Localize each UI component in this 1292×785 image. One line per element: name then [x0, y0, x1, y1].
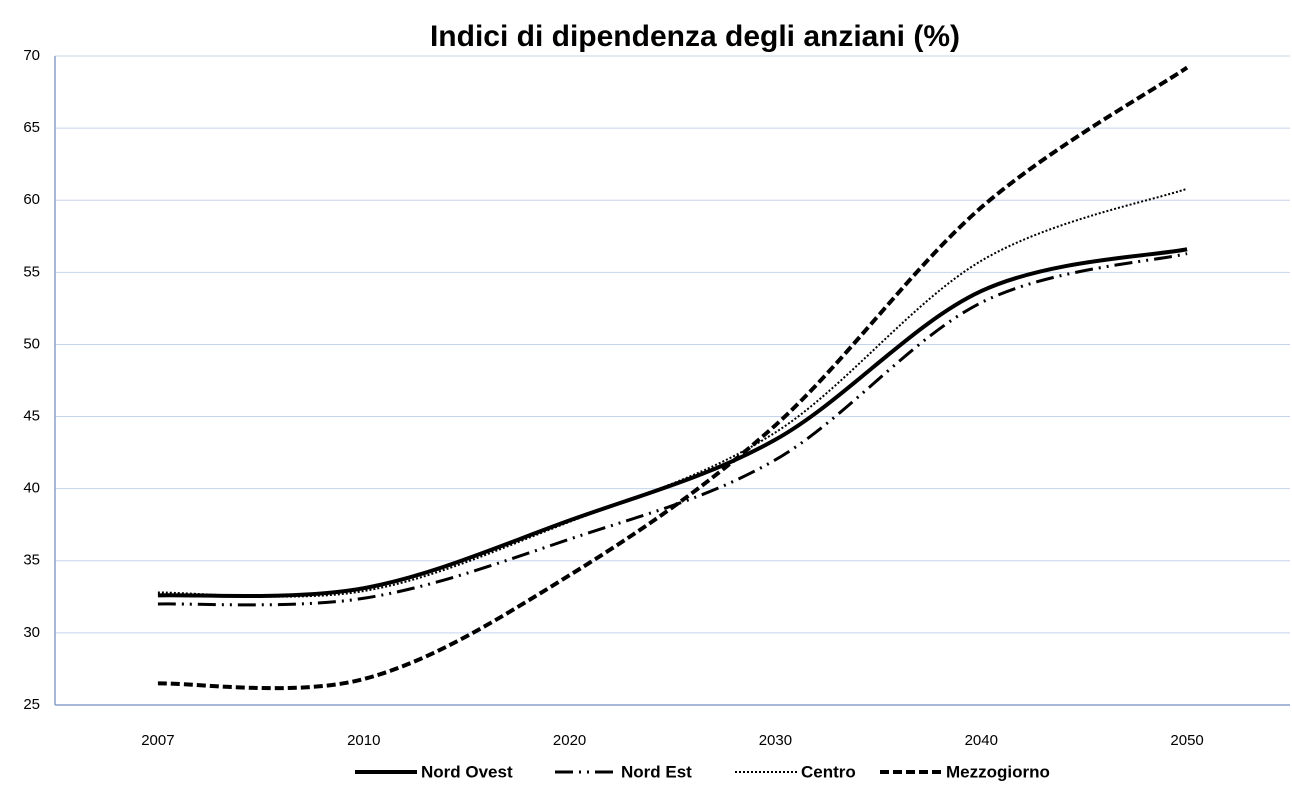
y-tick-label: 50 — [23, 335, 40, 352]
y-tick-label: 40 — [23, 480, 40, 497]
x-tick-label: 2050 — [1170, 732, 1203, 749]
chart-title: Indici di dipendenza degli anziani (%) — [430, 20, 960, 53]
y-tick-label: 25 — [23, 696, 40, 713]
line-series — [157, 65, 1189, 691]
y-tick-label: 65 — [23, 119, 40, 136]
x-tick-label: 2020 — [553, 732, 586, 749]
legend-label: Nord Ovest — [421, 762, 513, 781]
line-series — [157, 247, 1188, 599]
line-series — [157, 252, 1188, 607]
x-tick-label: 2040 — [965, 732, 998, 749]
x-tick-label: 2030 — [759, 732, 792, 749]
x-tick-label: 2007 — [141, 732, 174, 749]
y-tick-label: 30 — [23, 624, 40, 641]
y-tick-label: 45 — [23, 408, 40, 425]
legend-label: Centro — [801, 762, 856, 781]
y-tick-label: 60 — [23, 191, 40, 208]
y-tick-label: 55 — [23, 263, 40, 280]
line-series — [157, 187, 1188, 598]
y-tick-label: 35 — [23, 552, 40, 569]
y-tick-label: 70 — [23, 47, 40, 64]
legend-label: Mezzogiorno — [946, 762, 1050, 781]
x-tick-label: 2010 — [347, 732, 380, 749]
legend-label: Nord Est — [621, 762, 692, 781]
